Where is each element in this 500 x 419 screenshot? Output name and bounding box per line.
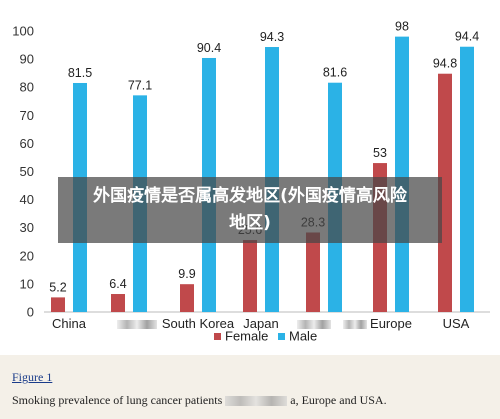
data-label-male: 94.4 (455, 30, 479, 44)
x-tick-label: USA (443, 316, 470, 331)
y-tick-label: 60 (20, 136, 34, 151)
data-label-female: 5.2 (49, 280, 66, 294)
y-tick-label: 70 (20, 108, 34, 123)
legend-label-female: Female (225, 329, 268, 344)
bar-female (51, 297, 65, 312)
bar-female (111, 294, 125, 312)
y-tick-label: 20 (20, 248, 34, 263)
blurred-caption-text (225, 396, 288, 407)
blurred-category-label (297, 320, 331, 329)
bar-female (438, 73, 452, 312)
x-tick-label: Japan (243, 316, 278, 331)
figure-caption: Smoking prevalence of lung cancer patien… (12, 393, 387, 408)
y-tick-label: 80 (20, 80, 34, 95)
y-tick-label: 10 (20, 276, 34, 291)
y-tick-label: 40 (20, 192, 34, 207)
y-tick-label: 100 (12, 24, 34, 39)
bar-female (306, 232, 320, 312)
bar-male (395, 36, 409, 313)
legend-swatch-female (214, 333, 221, 340)
legend-label-male: Male (289, 329, 317, 344)
caption-end: a, Europe and USA. (290, 393, 387, 407)
data-label-male: 98 (395, 20, 409, 34)
x-tick-label: South Korea (162, 316, 235, 331)
legend-swatch-male (278, 333, 285, 340)
data-label-female: 94.8 (433, 57, 457, 71)
x-tick-label: China (52, 316, 87, 331)
bar-female (180, 284, 194, 312)
bar-male (460, 46, 474, 313)
bar-female (243, 240, 257, 312)
y-tick-label: 30 (20, 220, 34, 235)
y-tick-label: 50 (20, 164, 34, 179)
data-label-female: 6.4 (109, 277, 126, 291)
data-label-male: 77.1 (128, 78, 152, 92)
blurred-category-label (117, 320, 157, 329)
data-label-male: 90.4 (197, 41, 221, 55)
data-label-female: 9.9 (178, 267, 195, 281)
data-label-male: 81.5 (68, 66, 92, 80)
data-label-male: 81.6 (323, 66, 347, 80)
data-label-male: 94.3 (260, 30, 284, 44)
x-tick-label: Europe (370, 316, 412, 331)
caption-start: Smoking prevalence of lung cancer patien… (12, 393, 223, 407)
watermark-text: 外国疫情是否属高发地区(外国疫情高风险地区) (93, 186, 407, 233)
y-tick-label: 90 (20, 52, 34, 67)
y-tick-label: 0 (27, 305, 34, 320)
blurred-category-label (343, 320, 367, 329)
watermark-banner: 外国疫情是否属高发地区(外国疫情高风险地区) (58, 177, 442, 243)
data-label-female: 53 (373, 146, 387, 160)
figure-link[interactable]: Figure 1 (12, 370, 53, 384)
